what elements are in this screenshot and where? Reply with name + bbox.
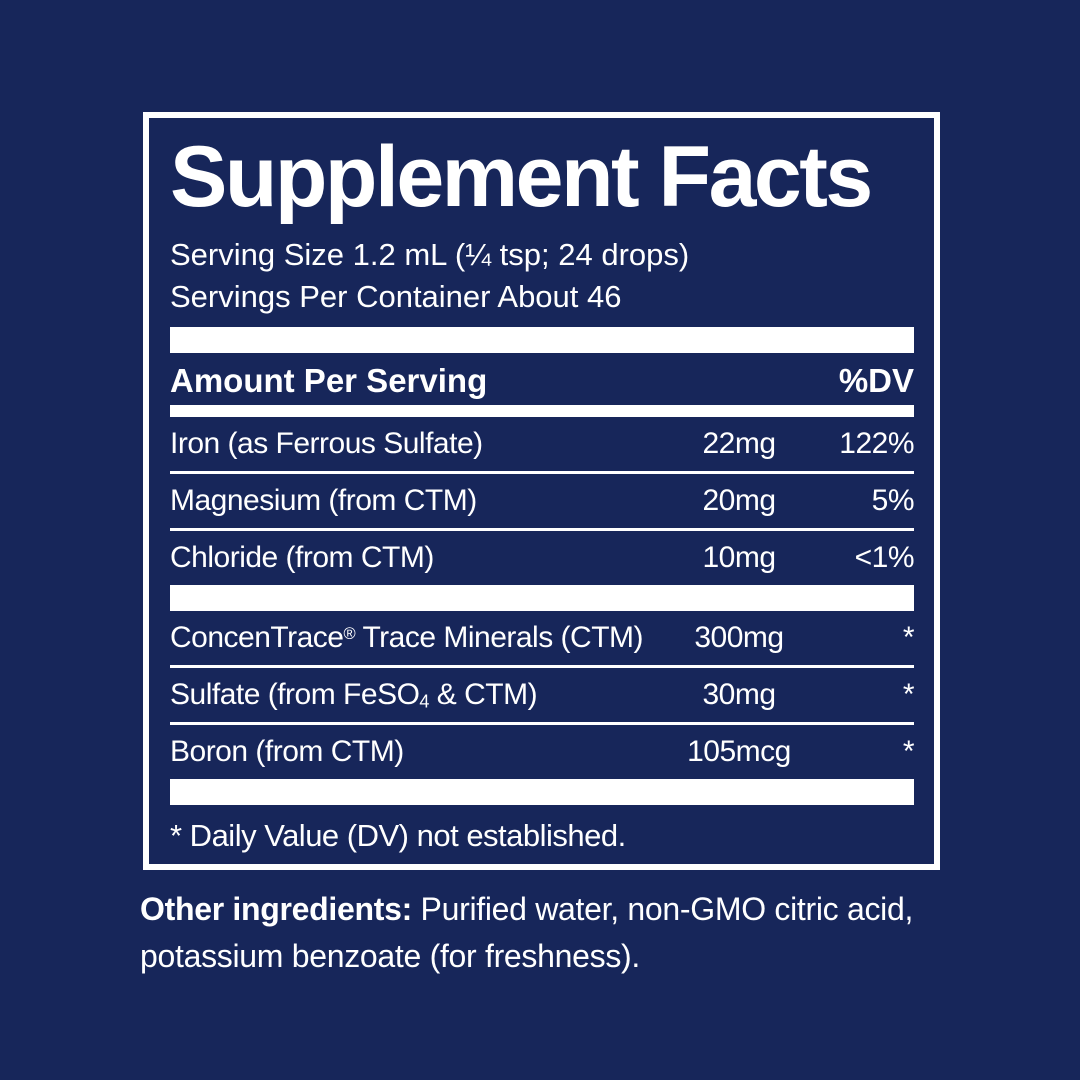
table-header: Amount Per Serving %DV: [170, 359, 914, 403]
nutrient-dv: *: [902, 678, 915, 711]
daily-value-footnote: * Daily Value (DV) not established.: [170, 818, 626, 853]
nutrient-rows: Iron (as Ferrous Sulfate) 22mg 122% Magnesi…: [170, 417, 915, 779]
section-bar-bottom: [170, 779, 914, 805]
nutrient-amount: 30mg: [702, 678, 776, 711]
nutrient-name: Iron (as Ferrous Sulfate): [170, 427, 483, 460]
amount-per-serving-header: Amount Per Serving: [170, 362, 488, 399]
nutrient-name: Sulfate (from FeSO4 & CTM): [170, 677, 538, 712]
supplement-facts-panel: Supplement Facts Serving Size 1.2 mL (¼ …: [143, 112, 940, 870]
nutrient-dv: <1%: [854, 541, 915, 574]
nutrient-dv: 122%: [839, 427, 914, 460]
nutrient-row: Magnesium (from CTM) 20mg 5%: [170, 474, 915, 528]
nutrient-name: ConcenTrace® Trace Minerals (CTM): [170, 621, 644, 654]
nutrient-dv: *: [902, 735, 915, 768]
serving-info: Serving Size 1.2 mL (¼ tsp; 24 drops) Se…: [170, 234, 914, 318]
nutrient-amount: 10mg: [702, 541, 776, 574]
nutrient-name: Boron (from CTM): [170, 735, 404, 768]
dv-header: %DV: [838, 362, 914, 399]
nutrient-row: Boron (from CTM) 105mcg *: [170, 725, 915, 779]
row-separator: [170, 722, 914, 725]
header-rule: [170, 405, 914, 417]
other-ingredients: Other ingredients: Purified water, non-G…: [140, 886, 958, 980]
nutrient-dv: 5%: [871, 484, 915, 517]
row-separator: [170, 471, 914, 474]
section-bar-mid: [170, 585, 914, 611]
nutrient-row: ConcenTrace® Trace Minerals (CTM) 300mg *: [170, 611, 915, 665]
nutrient-name: Chloride (from CTM): [170, 541, 434, 574]
nutrient-row: Chloride (from CTM) 10mg <1%: [170, 531, 915, 585]
other-ingredients-label: Other ingredients:: [140, 891, 412, 927]
nutrient-row: Iron (as Ferrous Sulfate) 22mg 122%: [170, 417, 915, 471]
nutrient-amount: 300mg: [694, 621, 784, 654]
supplement-facts-title: Supplement Facts: [170, 129, 873, 225]
serving-size: Serving Size 1.2 mL (¼ tsp; 24 drops): [170, 237, 690, 272]
nutrient-amount: 20mg: [702, 484, 776, 517]
nutrient-dv: *: [902, 621, 915, 654]
nutrient-amount: 105mcg: [687, 735, 791, 768]
nutrient-amount: 22mg: [702, 427, 776, 460]
servings-per-container: Servings Per Container About 46: [170, 279, 622, 314]
nutrient-name: Magnesium (from CTM): [170, 484, 477, 517]
row-separator: [170, 665, 914, 668]
other-ingredients-text: Purified water, non-GMO citric acid, pot…: [140, 891, 914, 974]
section-bar-top: [170, 327, 914, 353]
nutrient-row: Sulfate (from FeSO4 & CTM) 30mg *: [170, 668, 915, 722]
row-separator: [170, 528, 914, 531]
